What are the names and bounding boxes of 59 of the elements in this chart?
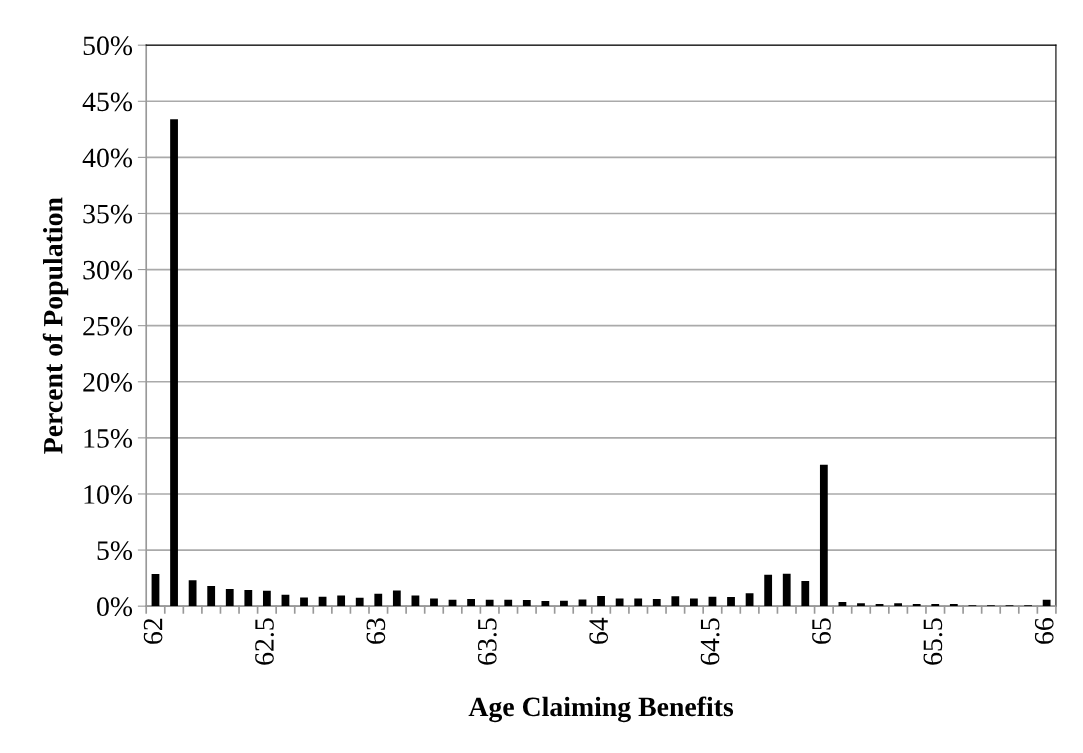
x-tick-label: 62 xyxy=(143,618,163,644)
x-tick-label: 64 xyxy=(589,617,609,644)
y-tick-label: 20% xyxy=(83,372,133,392)
x-tick-label: 65.5 xyxy=(923,618,943,665)
bar xyxy=(522,600,531,607)
bar xyxy=(689,598,698,607)
x-tick-label: 63 xyxy=(366,618,386,644)
bar xyxy=(578,599,587,607)
bar xyxy=(727,596,735,607)
bar xyxy=(560,600,568,607)
bar xyxy=(392,590,401,607)
bar xyxy=(819,464,828,607)
y-tick-label: 50% xyxy=(83,36,133,56)
bar xyxy=(374,593,383,607)
bar xyxy=(634,598,643,607)
y-tick-label: 25% xyxy=(83,316,133,336)
y-tick-label: 45% xyxy=(82,92,133,112)
bar xyxy=(671,596,680,607)
bar xyxy=(355,597,364,607)
bar xyxy=(745,593,754,607)
bar xyxy=(949,603,958,607)
bar xyxy=(485,599,494,607)
bar xyxy=(652,599,661,607)
bar xyxy=(764,574,773,607)
bar xyxy=(300,597,308,607)
bar xyxy=(894,603,903,607)
y-tick-label: 35% xyxy=(83,204,133,224)
bar xyxy=(337,595,346,607)
bar xyxy=(615,598,624,607)
x-tick-label: 64.5 xyxy=(700,618,720,665)
x-axis-title: Age Claiming Benefits xyxy=(468,696,734,723)
bar xyxy=(541,601,550,607)
y-tick-label: 15% xyxy=(84,429,133,448)
bar xyxy=(467,599,475,607)
y-tick-label: 40% xyxy=(82,148,133,168)
bar xyxy=(207,585,216,607)
bar xyxy=(430,598,438,607)
bar xyxy=(1042,599,1051,607)
y-axis-title: Percent of Population xyxy=(42,197,69,454)
x-tick-label: 66 xyxy=(1034,618,1054,644)
bar xyxy=(782,573,791,607)
y-tick-label: 5% xyxy=(97,541,133,561)
bar xyxy=(262,590,271,607)
y-tick-label: 30% xyxy=(83,260,133,280)
y-tick-label: 0% xyxy=(97,597,133,617)
bar xyxy=(188,580,197,607)
x-tick-label: 63.5 xyxy=(477,618,497,665)
bar xyxy=(597,595,605,607)
bar xyxy=(801,580,810,607)
bar xyxy=(504,599,513,607)
bar xyxy=(244,589,253,607)
bar xyxy=(170,119,178,607)
bar xyxy=(857,603,865,607)
bar xyxy=(225,588,234,607)
x-tick-label: 62.5 xyxy=(255,618,274,665)
y-tick-label: 10% xyxy=(84,485,133,504)
x-tick-label: 65 xyxy=(812,618,831,644)
bar xyxy=(931,603,940,607)
bar xyxy=(912,603,921,607)
